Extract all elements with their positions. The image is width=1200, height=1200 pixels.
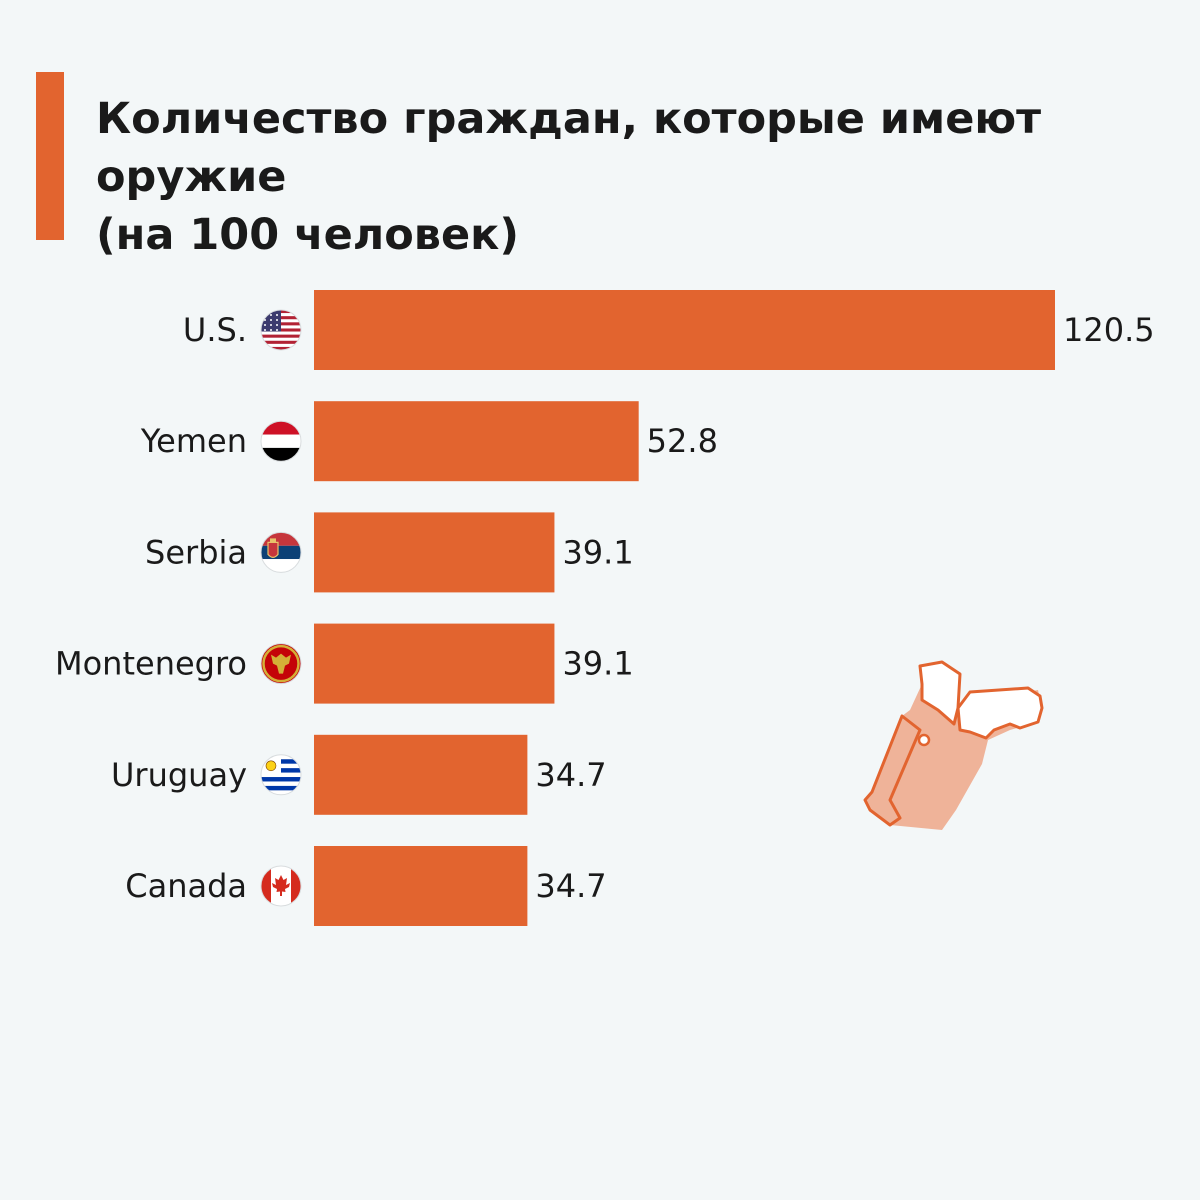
bar-yemen xyxy=(314,401,639,482)
chart-title: Количество граждан, которые имеют оружие… xyxy=(96,90,1176,264)
category-label: Yemen xyxy=(140,422,247,460)
value-label: 52.8 xyxy=(647,422,718,460)
category-label: Serbia xyxy=(145,533,247,571)
bars-layer: U.S. 120.5 Yemen 52.8 Serbia 39.1 Montenegro 39… xyxy=(55,290,1155,926)
category-label: Canada xyxy=(125,867,247,905)
title-accent-bar xyxy=(36,72,64,240)
bar-u-s xyxy=(314,290,1055,370)
montenegro-flag-icon xyxy=(260,643,302,685)
bar-montenegro xyxy=(314,623,555,704)
bar-uruguay xyxy=(314,734,528,815)
value-label: 39.1 xyxy=(562,645,633,683)
uruguay-flag-icon xyxy=(260,754,302,796)
value-label: 34.7 xyxy=(535,756,606,794)
serbia-flag-icon xyxy=(260,531,302,573)
value-label: 120.5 xyxy=(1063,311,1155,349)
value-label: 39.1 xyxy=(562,533,633,571)
pistol-holster-icon xyxy=(863,660,1044,830)
category-label: U.S. xyxy=(183,311,247,349)
chart-title-line-2: (на 100 человек) xyxy=(96,210,520,260)
category-label: Montenegro xyxy=(55,645,247,683)
chart-title-line-1: Количество граждан, которые имеют оружие xyxy=(96,94,1042,202)
us-flag-icon xyxy=(260,309,302,351)
bar-canada xyxy=(314,846,528,926)
yemen-flag-icon xyxy=(260,420,302,462)
bar-serbia xyxy=(314,512,555,593)
canada-flag-icon xyxy=(260,865,302,907)
category-label: Uruguay xyxy=(111,756,247,794)
value-label: 34.7 xyxy=(535,867,606,905)
